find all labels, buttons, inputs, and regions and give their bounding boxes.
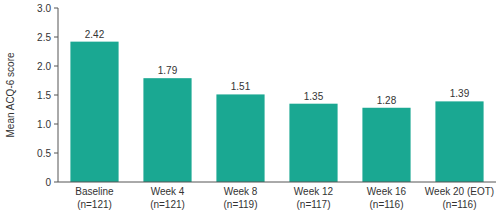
y-tick-label: 3.0 (37, 3, 51, 14)
x-tick-label: Week 4 (n=121) (150, 186, 185, 210)
data-label: 2.42 (85, 29, 105, 40)
data-label: 1.39 (450, 88, 470, 99)
chart-svg: Mean ACQ-6 score 0 0.5 1.0 1.5 2.0 2.5 3.0 2.42 1… (0, 0, 500, 223)
y-tick-label: 2.0 (37, 61, 51, 72)
x-tick-label-line: (n=121) (77, 199, 112, 210)
data-label: 1.28 (377, 95, 397, 106)
bar (289, 104, 337, 182)
y-tick (54, 8, 58, 9)
x-tick-label: Week 16 (n=116) (367, 186, 407, 210)
x-tick-label-line: (n=119) (223, 199, 257, 210)
x-tick-label-line: Week 8 (224, 186, 258, 197)
y-tick-label: 2.5 (37, 32, 51, 43)
y-tick (54, 95, 58, 96)
x-axis-line (58, 182, 496, 183)
bar (435, 101, 483, 182)
y-tick (54, 124, 58, 125)
y-axis-line (58, 8, 59, 182)
bar (216, 94, 264, 182)
x-tick-label-line: (n=116) (442, 199, 476, 210)
x-tick-label-line: Week 12 (294, 186, 334, 197)
y-tick-label: 0.5 (37, 148, 51, 159)
data-label: 1.79 (158, 65, 178, 76)
y-axis-title: Mean ACQ-6 score (5, 52, 16, 137)
x-tick-label: Baseline (n=121) (75, 186, 114, 210)
y-tick (54, 66, 58, 67)
chart-root: Mean ACQ-6 score 0 0.5 1.0 1.5 2.0 2.5 3.0 2.42 1… (0, 0, 500, 223)
x-tick-label: Week 20 (EOT) (n=116) (425, 186, 494, 210)
bars (70, 42, 483, 182)
bar (70, 42, 118, 182)
bar (362, 108, 410, 182)
data-label: 1.51 (231, 81, 251, 92)
x-tick-label-line: Week 16 (367, 186, 407, 197)
x-tick-label-line: (n=117) (296, 199, 330, 210)
x-tick-label-line: (n=121) (150, 199, 185, 210)
x-tick-label-line: Week 20 (EOT) (425, 186, 494, 197)
y-tick (54, 182, 58, 183)
y-tick-label: 1.0 (37, 119, 51, 130)
y-tick-label: 0 (45, 177, 51, 188)
x-tick-label-line: Baseline (75, 186, 114, 197)
bar (143, 78, 191, 182)
data-label: 1.35 (304, 91, 324, 102)
x-tick-label-line: (n=116) (369, 199, 403, 210)
y-tick (54, 153, 58, 154)
x-tick-label: Week 12 (n=117) (294, 186, 334, 210)
y-tick-label: 1.5 (37, 90, 51, 101)
x-tick-label: Week 8 (n=119) (223, 186, 257, 210)
y-tick (54, 37, 58, 38)
x-tick-label-line: Week 4 (151, 186, 185, 197)
